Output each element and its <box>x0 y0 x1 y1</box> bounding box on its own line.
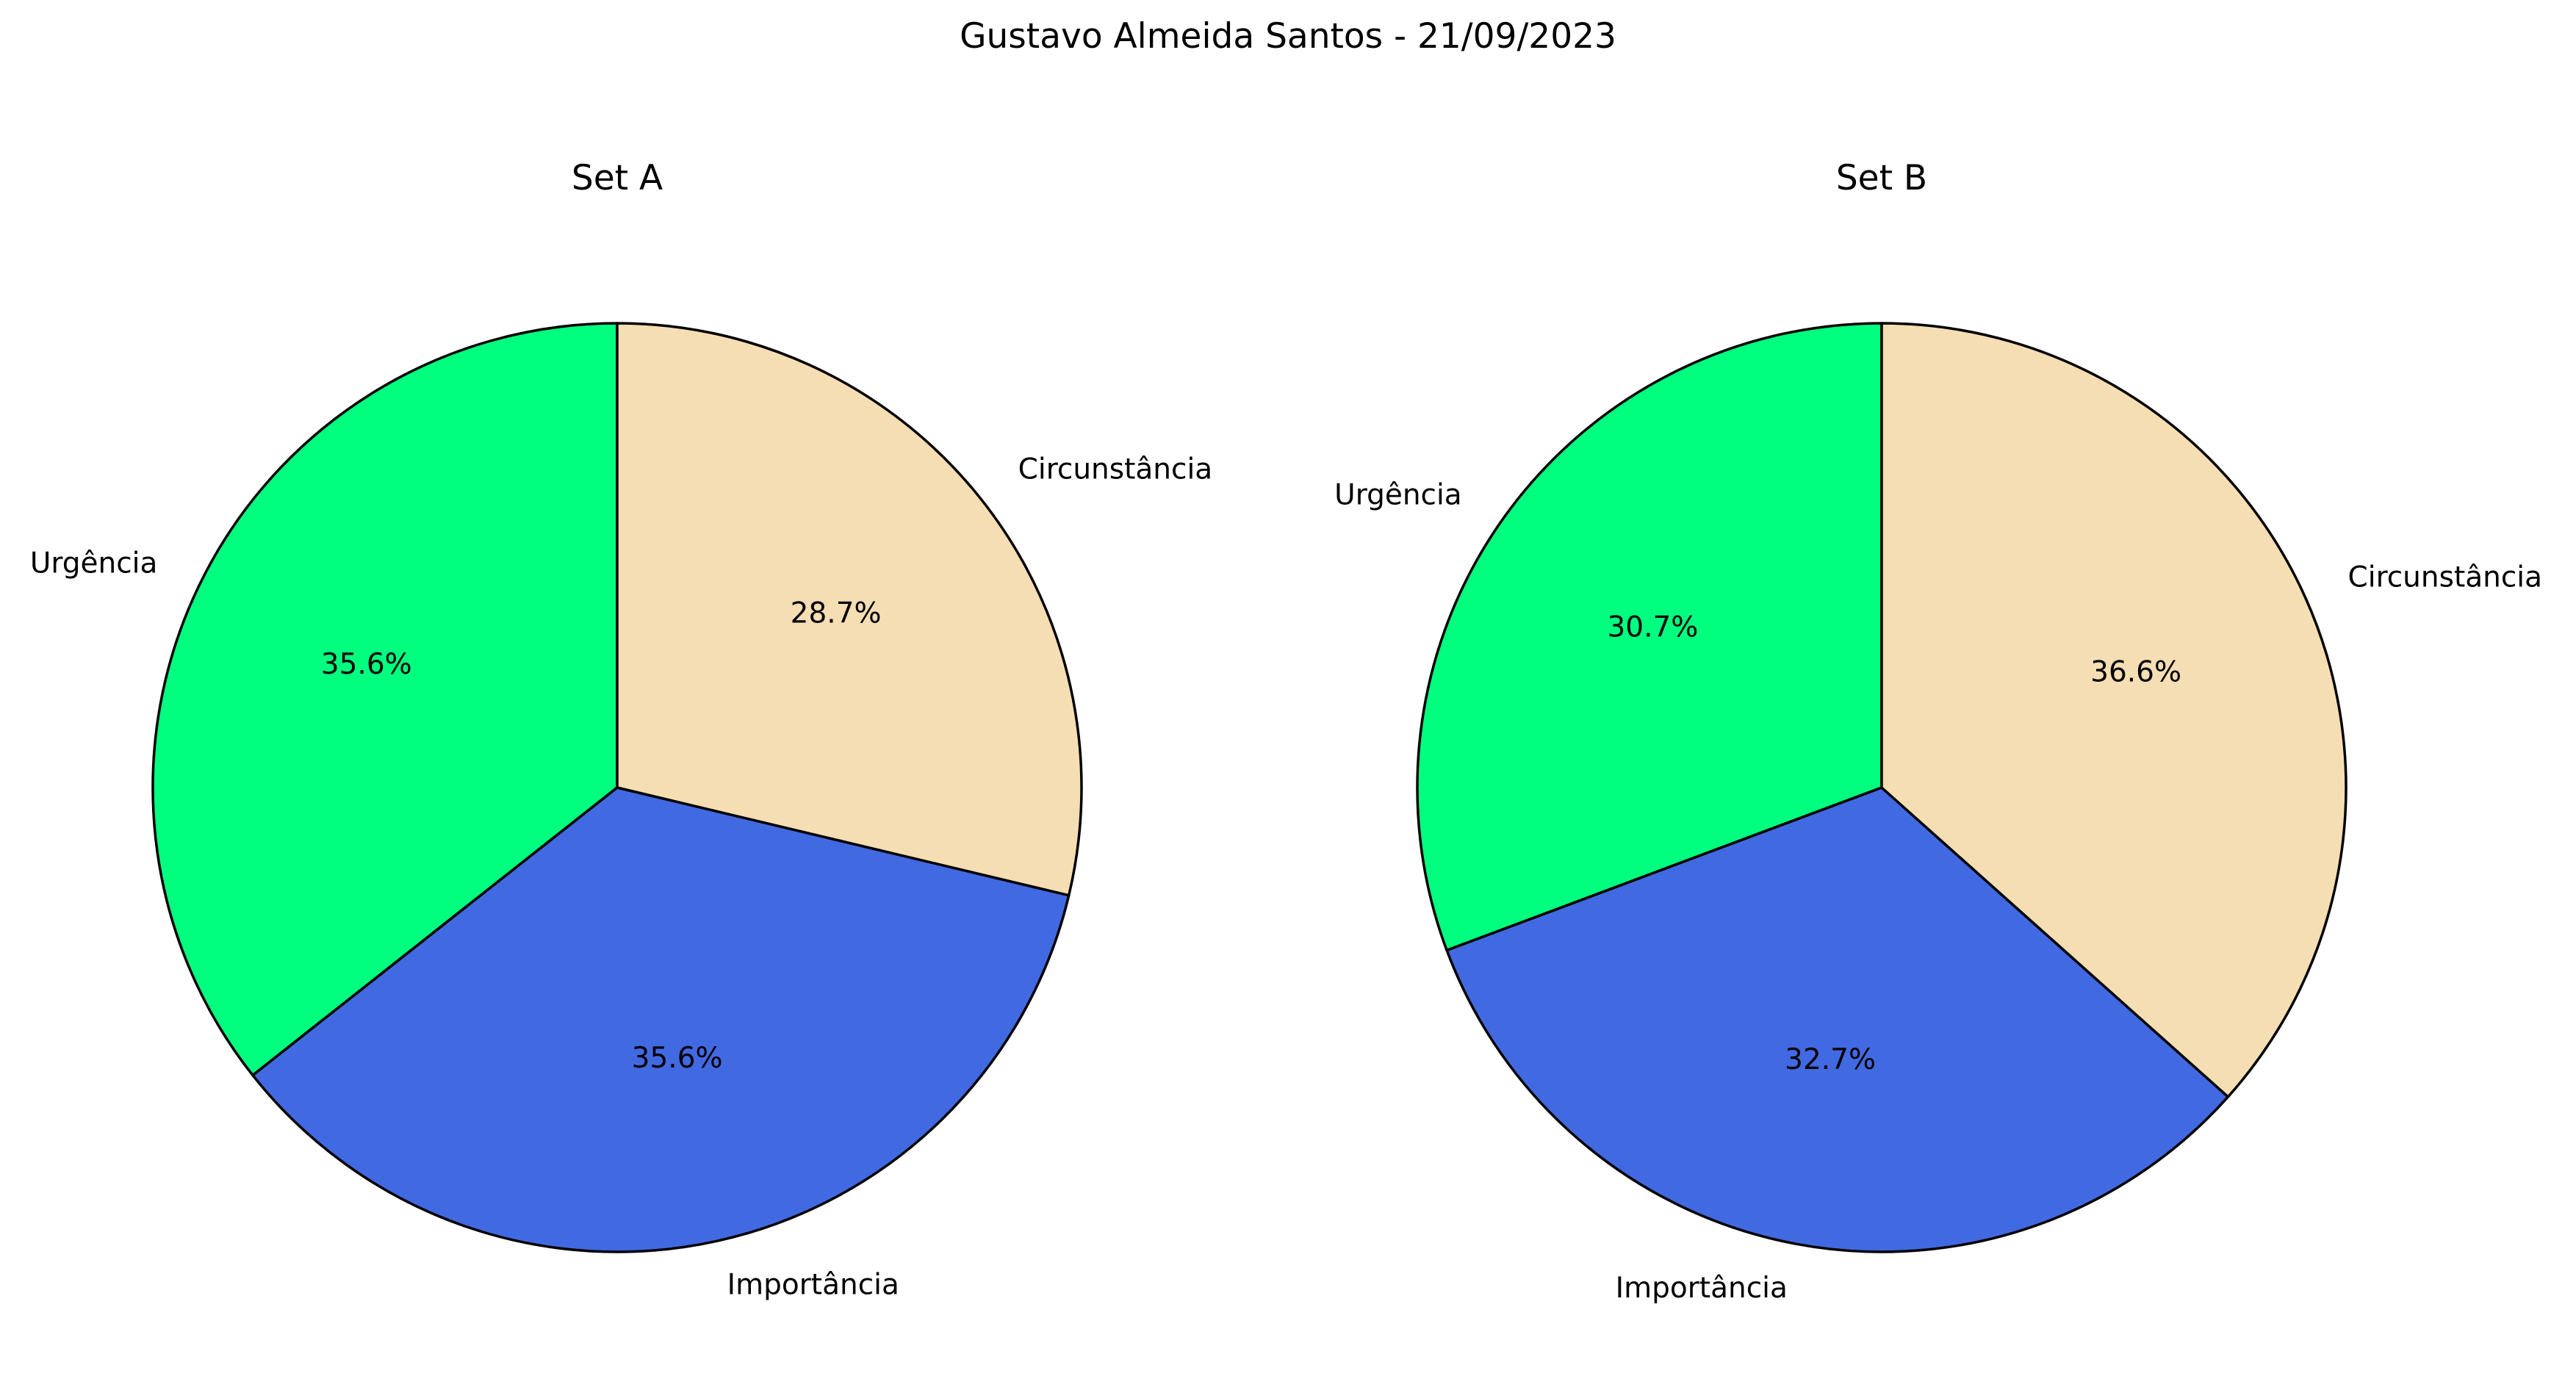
pct-label-set-b-circunstancia: 36.6% <box>2090 656 2181 689</box>
slice-label-set-b-circunstancia: Circunstância <box>2348 561 2543 594</box>
pie-slice-set-a-urgencia <box>151 322 619 1077</box>
slice-label-set-a-circunstancia: Circunstância <box>1018 453 1213 486</box>
pie-title-set-b: Set B <box>1836 158 1927 198</box>
pie-chart-set-a: Set A Urgência 35.6% Importância 35.6% Circu… <box>30 158 1212 1301</box>
pie-chart-set-b: Set B Urgência 30.7% Importância 32.7% Circu… <box>1334 158 2542 1305</box>
pct-label-set-a-circunstancia: 28.7% <box>791 597 882 630</box>
pct-label-set-b-urgencia: 30.7% <box>1607 611 1698 644</box>
pie-slice-set-a-circunstancia <box>616 322 1083 897</box>
figure-title: Gustavo Almeida Santos - 21/09/2023 <box>960 16 1616 57</box>
pie-slice-set-b-importancia <box>1445 786 2230 1253</box>
pct-label-set-a-urgencia: 35.6% <box>321 648 412 681</box>
slice-label-set-a-urgencia: Urgência <box>30 547 158 580</box>
pie-slice-set-a-importancia <box>251 786 1071 1253</box>
pie-slice-set-b-circunstancia <box>1880 322 2347 1098</box>
slice-label-set-a-importancia: Importância <box>727 1268 899 1301</box>
slice-label-set-b-importancia: Importância <box>1616 1272 1788 1305</box>
slice-label-set-b-urgencia: Urgência <box>1334 478 1462 511</box>
pct-label-set-a-importancia: 35.6% <box>632 1042 723 1075</box>
pct-label-set-b-importancia: 32.7% <box>1785 1043 1876 1076</box>
pie-title-set-a: Set A <box>572 158 663 198</box>
pie-slice-set-b-urgencia <box>1416 322 1883 952</box>
